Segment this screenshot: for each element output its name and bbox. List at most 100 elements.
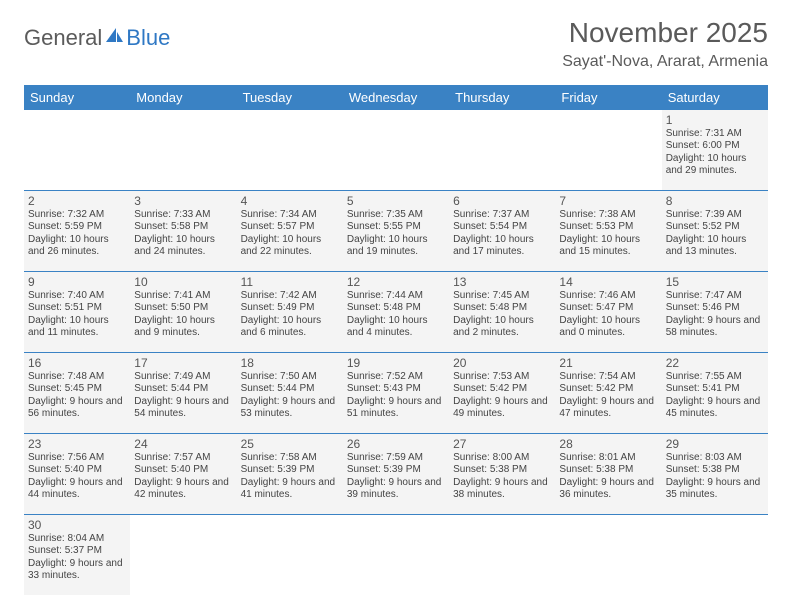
calendar-empty-cell	[237, 514, 343, 595]
day-number: 17	[134, 356, 232, 370]
calendar-cell: 5Sunrise: 7:35 AMSunset: 5:55 PMDaylight…	[343, 190, 449, 271]
month-title: November 2025	[562, 18, 768, 49]
logo-blue-text: Blue	[126, 27, 170, 49]
weekday-header: Friday	[555, 85, 661, 110]
day-number: 16	[28, 356, 126, 370]
weekday-header: Monday	[130, 85, 236, 110]
calendar-row: 9Sunrise: 7:40 AMSunset: 5:51 PMDaylight…	[24, 271, 768, 352]
day-number: 4	[241, 194, 339, 208]
day-number: 5	[347, 194, 445, 208]
day-number: 6	[453, 194, 551, 208]
calendar-empty-cell	[237, 110, 343, 191]
day-number: 13	[453, 275, 551, 289]
day-info: Sunrise: 7:34 AMSunset: 5:57 PMDaylight:…	[241, 209, 339, 259]
day-number: 27	[453, 437, 551, 451]
day-info: Sunrise: 7:50 AMSunset: 5:44 PMDaylight:…	[241, 371, 339, 421]
calendar-cell: 2Sunrise: 7:32 AMSunset: 5:59 PMDaylight…	[24, 190, 130, 271]
day-info: Sunrise: 7:55 AMSunset: 5:41 PMDaylight:…	[666, 371, 764, 421]
calendar-cell: 7Sunrise: 7:38 AMSunset: 5:53 PMDaylight…	[555, 190, 661, 271]
day-number: 24	[134, 437, 232, 451]
day-number: 15	[666, 275, 764, 289]
calendar-empty-cell	[130, 514, 236, 595]
day-info: Sunrise: 7:37 AMSunset: 5:54 PMDaylight:…	[453, 209, 551, 259]
calendar-cell: 11Sunrise: 7:42 AMSunset: 5:49 PMDayligh…	[237, 271, 343, 352]
calendar-cell: 23Sunrise: 7:56 AMSunset: 5:40 PMDayligh…	[24, 433, 130, 514]
location: Sayat'-Nova, Ararat, Armenia	[562, 53, 768, 71]
calendar-empty-cell	[449, 110, 555, 191]
weekday-header: Thursday	[449, 85, 555, 110]
calendar-cell: 4Sunrise: 7:34 AMSunset: 5:57 PMDaylight…	[237, 190, 343, 271]
day-number: 1	[666, 113, 764, 127]
day-number: 3	[134, 194, 232, 208]
day-info: Sunrise: 7:54 AMSunset: 5:42 PMDaylight:…	[559, 371, 657, 421]
day-number: 11	[241, 275, 339, 289]
calendar-body: 1Sunrise: 7:31 AMSunset: 6:00 PMDaylight…	[24, 110, 768, 595]
day-info: Sunrise: 7:40 AMSunset: 5:51 PMDaylight:…	[28, 290, 126, 340]
calendar-cell: 26Sunrise: 7:59 AMSunset: 5:39 PMDayligh…	[343, 433, 449, 514]
weekday-header: Wednesday	[343, 85, 449, 110]
day-number: 12	[347, 275, 445, 289]
calendar-head: SundayMondayTuesdayWednesdayThursdayFrid…	[24, 85, 768, 110]
day-number: 26	[347, 437, 445, 451]
day-number: 21	[559, 356, 657, 370]
day-number: 20	[453, 356, 551, 370]
day-info: Sunrise: 7:46 AMSunset: 5:47 PMDaylight:…	[559, 290, 657, 340]
day-number: 18	[241, 356, 339, 370]
calendar-cell: 1Sunrise: 7:31 AMSunset: 6:00 PMDaylight…	[662, 110, 768, 191]
day-info: Sunrise: 8:03 AMSunset: 5:38 PMDaylight:…	[666, 452, 764, 502]
calendar-cell: 17Sunrise: 7:49 AMSunset: 5:44 PMDayligh…	[130, 352, 236, 433]
day-info: Sunrise: 7:41 AMSunset: 5:50 PMDaylight:…	[134, 290, 232, 340]
day-info: Sunrise: 7:57 AMSunset: 5:40 PMDaylight:…	[134, 452, 232, 502]
calendar-cell: 6Sunrise: 7:37 AMSunset: 5:54 PMDaylight…	[449, 190, 555, 271]
title-block: November 2025 Sayat'-Nova, Ararat, Armen…	[562, 18, 768, 71]
calendar-cell: 25Sunrise: 7:58 AMSunset: 5:39 PMDayligh…	[237, 433, 343, 514]
day-number: 7	[559, 194, 657, 208]
weekday-row: SundayMondayTuesdayWednesdayThursdayFrid…	[24, 85, 768, 110]
calendar-cell: 29Sunrise: 8:03 AMSunset: 5:38 PMDayligh…	[662, 433, 768, 514]
calendar-cell: 30Sunrise: 8:04 AMSunset: 5:37 PMDayligh…	[24, 514, 130, 595]
calendar-cell: 8Sunrise: 7:39 AMSunset: 5:52 PMDaylight…	[662, 190, 768, 271]
calendar-empty-cell	[343, 514, 449, 595]
calendar-cell: 3Sunrise: 7:33 AMSunset: 5:58 PMDaylight…	[130, 190, 236, 271]
logo-sail-icon	[104, 26, 124, 49]
calendar-cell: 16Sunrise: 7:48 AMSunset: 5:45 PMDayligh…	[24, 352, 130, 433]
day-number: 9	[28, 275, 126, 289]
day-number: 14	[559, 275, 657, 289]
day-info: Sunrise: 7:49 AMSunset: 5:44 PMDaylight:…	[134, 371, 232, 421]
day-number: 8	[666, 194, 764, 208]
weekday-header: Sunday	[24, 85, 130, 110]
day-number: 2	[28, 194, 126, 208]
calendar-cell: 19Sunrise: 7:52 AMSunset: 5:43 PMDayligh…	[343, 352, 449, 433]
calendar-cell: 9Sunrise: 7:40 AMSunset: 5:51 PMDaylight…	[24, 271, 130, 352]
calendar-cell: 18Sunrise: 7:50 AMSunset: 5:44 PMDayligh…	[237, 352, 343, 433]
calendar-cell: 15Sunrise: 7:47 AMSunset: 5:46 PMDayligh…	[662, 271, 768, 352]
day-info: Sunrise: 7:32 AMSunset: 5:59 PMDaylight:…	[28, 209, 126, 259]
day-info: Sunrise: 7:48 AMSunset: 5:45 PMDaylight:…	[28, 371, 126, 421]
calendar-empty-cell	[662, 514, 768, 595]
day-number: 22	[666, 356, 764, 370]
day-number: 10	[134, 275, 232, 289]
day-number: 28	[559, 437, 657, 451]
calendar-row: 1Sunrise: 7:31 AMSunset: 6:00 PMDaylight…	[24, 110, 768, 191]
calendar-cell: 24Sunrise: 7:57 AMSunset: 5:40 PMDayligh…	[130, 433, 236, 514]
calendar-empty-cell	[449, 514, 555, 595]
day-info: Sunrise: 7:31 AMSunset: 6:00 PMDaylight:…	[666, 128, 764, 178]
day-info: Sunrise: 8:00 AMSunset: 5:38 PMDaylight:…	[453, 452, 551, 502]
day-info: Sunrise: 7:53 AMSunset: 5:42 PMDaylight:…	[453, 371, 551, 421]
calendar-row: 30Sunrise: 8:04 AMSunset: 5:37 PMDayligh…	[24, 514, 768, 595]
calendar-cell: 27Sunrise: 8:00 AMSunset: 5:38 PMDayligh…	[449, 433, 555, 514]
calendar-cell: 13Sunrise: 7:45 AMSunset: 5:48 PMDayligh…	[449, 271, 555, 352]
calendar-empty-cell	[343, 110, 449, 191]
weekday-header: Tuesday	[237, 85, 343, 110]
weekday-header: Saturday	[662, 85, 768, 110]
calendar-table: SundayMondayTuesdayWednesdayThursdayFrid…	[24, 85, 768, 595]
calendar-cell: 22Sunrise: 7:55 AMSunset: 5:41 PMDayligh…	[662, 352, 768, 433]
header: General Blue November 2025 Sayat'-Nova, …	[24, 18, 768, 71]
day-info: Sunrise: 7:42 AMSunset: 5:49 PMDaylight:…	[241, 290, 339, 340]
calendar-cell: 20Sunrise: 7:53 AMSunset: 5:42 PMDayligh…	[449, 352, 555, 433]
day-info: Sunrise: 7:33 AMSunset: 5:58 PMDaylight:…	[134, 209, 232, 259]
calendar-empty-cell	[130, 110, 236, 191]
logo: General Blue	[24, 18, 170, 49]
day-info: Sunrise: 8:01 AMSunset: 5:38 PMDaylight:…	[559, 452, 657, 502]
day-info: Sunrise: 7:38 AMSunset: 5:53 PMDaylight:…	[559, 209, 657, 259]
